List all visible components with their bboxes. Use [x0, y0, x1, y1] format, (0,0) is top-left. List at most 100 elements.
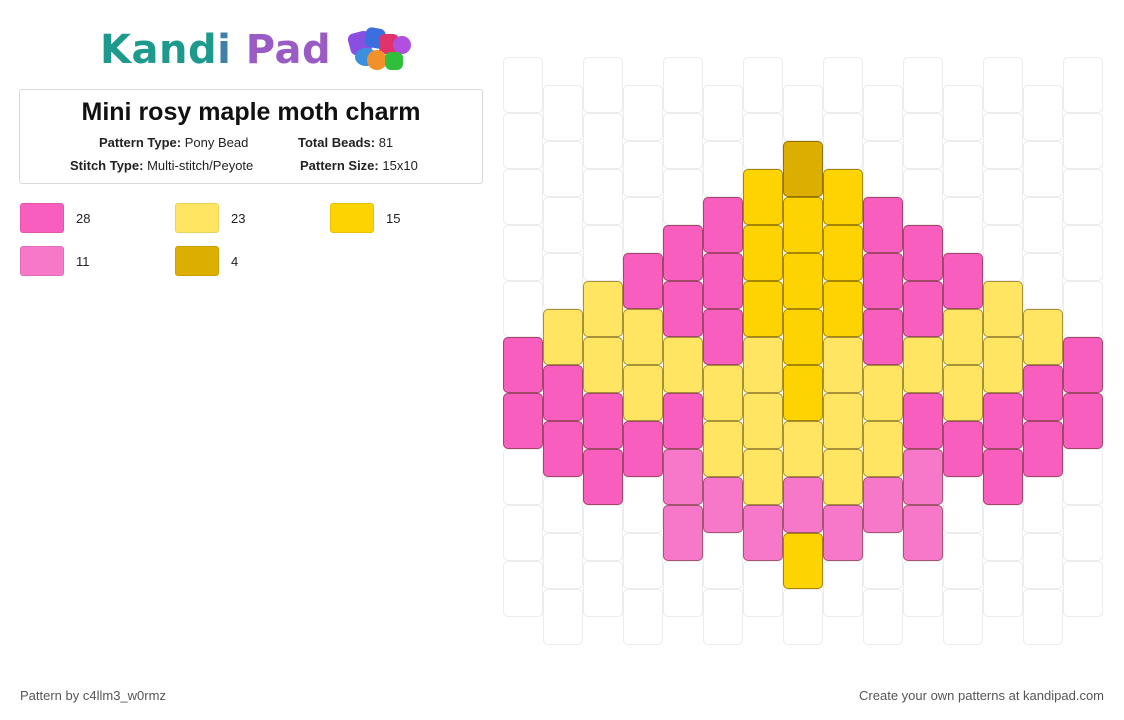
bead [943, 421, 983, 477]
bead [863, 197, 903, 253]
kandi-pad-logo[interactable]: Kandi Pad [100, 24, 421, 76]
bead [703, 197, 743, 253]
logo-beads-icon [341, 24, 421, 76]
bead [543, 365, 583, 421]
empty-bead-slot [503, 505, 543, 561]
empty-bead-slot [543, 533, 583, 589]
bead [703, 477, 743, 533]
logo-wordmark: Kandi Pad [100, 27, 332, 73]
empty-bead-slot [583, 169, 623, 225]
empty-bead-slot [983, 113, 1023, 169]
bead [743, 225, 783, 281]
empty-bead-slot [703, 141, 743, 197]
empty-bead-slot [943, 85, 983, 141]
empty-bead-slot [743, 561, 783, 617]
empty-bead-slot [503, 169, 543, 225]
empty-bead-slot [783, 85, 823, 141]
bead [783, 533, 823, 589]
bead [823, 281, 863, 337]
empty-bead-slot [543, 85, 583, 141]
empty-bead-slot [1063, 169, 1103, 225]
empty-bead-slot [743, 57, 783, 113]
empty-bead-slot [503, 57, 543, 113]
bead [903, 225, 943, 281]
empty-bead-slot [863, 85, 903, 141]
bead [623, 421, 663, 477]
bead-pattern-grid [503, 57, 1105, 645]
bead [903, 505, 943, 561]
pattern-type: Pattern Type: Pony Bead [99, 135, 249, 150]
empty-bead-slot [1023, 85, 1063, 141]
empty-bead-slot [983, 505, 1023, 561]
bead [543, 309, 583, 365]
empty-bead-slot [823, 113, 863, 169]
empty-bead-slot [1063, 505, 1103, 561]
bead [983, 449, 1023, 505]
empty-bead-slot [1023, 477, 1063, 533]
bead [1023, 421, 1063, 477]
empty-bead-slot [983, 225, 1023, 281]
color-swatch [175, 203, 219, 233]
kandipad-link[interactable]: Create your own patterns at kandipad.com [859, 688, 1104, 703]
legend-item: 23 [175, 203, 245, 233]
empty-bead-slot [983, 169, 1023, 225]
empty-bead-slot [1023, 589, 1063, 645]
bead [623, 309, 663, 365]
empty-bead-slot [823, 57, 863, 113]
empty-bead-slot [1063, 225, 1103, 281]
empty-bead-slot [503, 449, 543, 505]
bead [783, 421, 823, 477]
empty-bead-slot [943, 197, 983, 253]
bead [703, 253, 743, 309]
empty-bead-slot [863, 589, 903, 645]
bead [623, 365, 663, 421]
bead [663, 337, 703, 393]
empty-bead-slot [943, 533, 983, 589]
color-swatch [20, 203, 64, 233]
bead [783, 477, 823, 533]
empty-bead-slot [543, 589, 583, 645]
bead [743, 505, 783, 561]
bead [1023, 365, 1063, 421]
bead-count: 28 [76, 210, 91, 226]
empty-bead-slot [663, 57, 703, 113]
bead [583, 337, 623, 393]
bead [743, 393, 783, 449]
empty-bead-slot [1023, 253, 1063, 309]
empty-bead-slot [823, 561, 863, 617]
bead [783, 197, 823, 253]
empty-bead-slot [1063, 561, 1103, 617]
empty-bead-slot [943, 589, 983, 645]
bead [903, 449, 943, 505]
bead [663, 281, 703, 337]
bead [823, 505, 863, 561]
bead [823, 449, 863, 505]
bead [663, 449, 703, 505]
bead [903, 393, 943, 449]
bead [663, 225, 703, 281]
total-beads: Total Beads: 81 [298, 135, 394, 150]
bead [503, 337, 543, 393]
bead [783, 141, 823, 197]
bead-count: 11 [76, 253, 90, 269]
bead [703, 309, 743, 365]
empty-bead-slot [903, 57, 943, 113]
empty-bead-slot [943, 141, 983, 197]
bead [903, 281, 943, 337]
empty-bead-slot [1063, 113, 1103, 169]
bead [583, 281, 623, 337]
empty-bead-slot [543, 477, 583, 533]
empty-bead-slot [623, 141, 663, 197]
bead [863, 477, 903, 533]
bead [1023, 309, 1063, 365]
bead [1063, 393, 1103, 449]
bead [783, 309, 823, 365]
legend-item: 15 [330, 203, 400, 233]
bead [823, 225, 863, 281]
bead [743, 337, 783, 393]
empty-bead-slot [663, 169, 703, 225]
bead [863, 309, 903, 365]
bead [543, 421, 583, 477]
bead [823, 169, 863, 225]
bead [743, 449, 783, 505]
